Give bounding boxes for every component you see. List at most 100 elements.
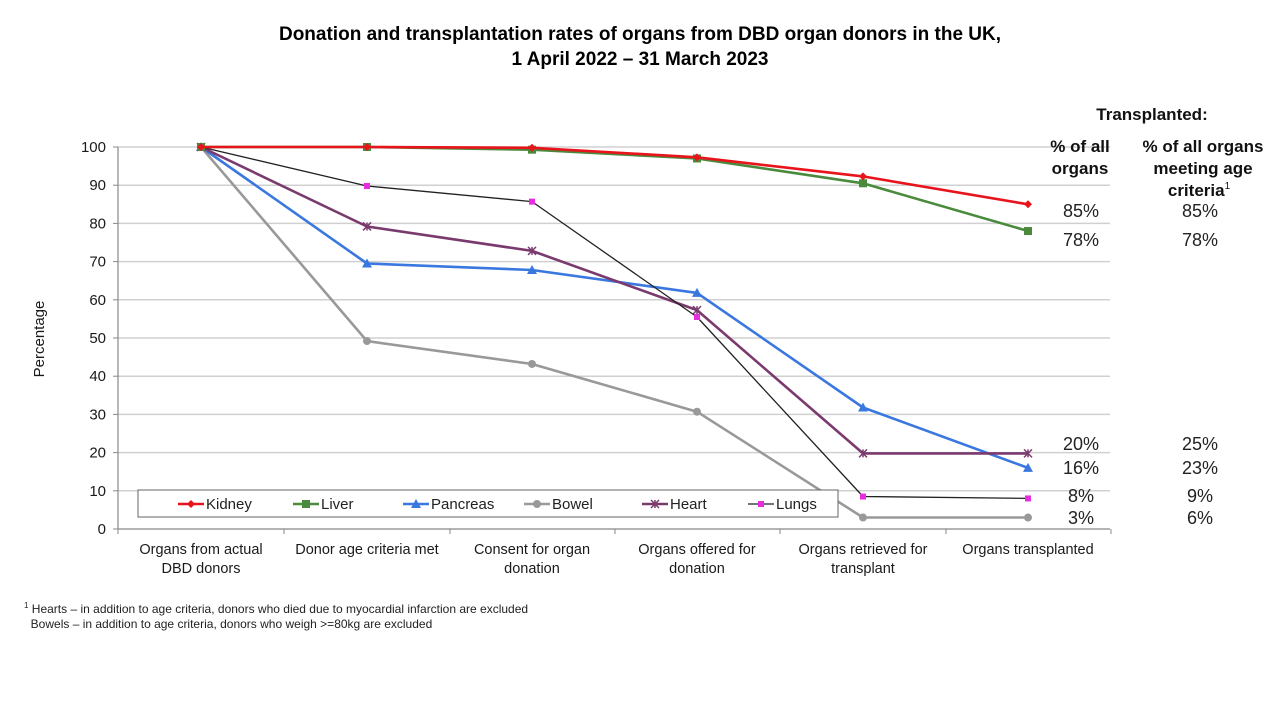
series-pancreas xyxy=(196,142,1033,472)
marker-triangle xyxy=(1023,462,1033,472)
chart-title: Donation and transplantation rates of or… xyxy=(0,22,1280,72)
series-lungs xyxy=(198,144,1031,502)
legend-item-heart: Heart xyxy=(642,496,708,513)
x-category-labels: Organs from actual DBD donors Donor age cr… xyxy=(139,542,1093,577)
header-line: meeting age xyxy=(1153,159,1252,178)
marker-triangle xyxy=(692,287,702,297)
side-table-row-liver: 78% 78% xyxy=(1063,230,1218,250)
marker-x xyxy=(1023,448,1033,458)
legend-label: Bowel xyxy=(552,496,593,513)
x-category-label: Organs retrieved for transplant xyxy=(799,542,928,577)
footnote-line-2: Bowels – in addition to age criteria, do… xyxy=(24,617,528,632)
value-age-criteria: 85% xyxy=(1182,201,1218,221)
marker-square xyxy=(859,179,867,188)
marker-diamond xyxy=(859,172,867,181)
value-age-criteria: 23% xyxy=(1182,458,1218,478)
side-table-heading: Transplanted: xyxy=(1096,105,1207,124)
marker-diamond xyxy=(187,500,195,508)
marker-diamond xyxy=(197,143,205,151)
legend-box xyxy=(137,489,839,518)
series-group xyxy=(196,142,1033,522)
y-tick-label: 20 xyxy=(89,445,106,462)
legend-label: Lungs xyxy=(776,496,817,513)
legend-label: Kidney xyxy=(206,496,252,513)
x-category-label-line: Organs offered for xyxy=(638,542,756,558)
y-tick-label: 90 xyxy=(89,177,106,194)
marker-dot xyxy=(529,198,535,205)
chart-title-line1: Donation and transplantation rates of or… xyxy=(278,24,1002,45)
value-all-organs: 20% xyxy=(1063,434,1099,454)
marker-x xyxy=(527,246,537,256)
y-tick-label: 100 xyxy=(81,139,106,156)
y-tick-labels: 0 10 20 30 40 50 60 70 80 90 100 xyxy=(81,139,106,538)
legend-label: Pancreas xyxy=(431,496,494,513)
y-tick-label: 0 xyxy=(98,521,106,538)
side-table-col2-header: % of all organs meeting age criteria1 xyxy=(1143,137,1264,200)
y-tick-label: 70 xyxy=(89,254,106,271)
gridlines xyxy=(118,146,1110,492)
marker-diamond xyxy=(1024,200,1032,209)
series-line-lungs xyxy=(200,146,1029,500)
value-all-organs: 3% xyxy=(1068,508,1094,528)
x-category-label-line: Donor age criteria met xyxy=(295,542,438,558)
marker-x xyxy=(858,448,868,458)
x-category-label: Donor age criteria met xyxy=(295,542,438,558)
series-line-liver xyxy=(201,145,1029,233)
legend-label: Liver xyxy=(321,496,354,513)
marker-circle xyxy=(533,500,541,508)
header-line: criteria xyxy=(1168,181,1225,200)
superscript-marker: 1 xyxy=(1225,181,1231,192)
x-category-label-line: donation xyxy=(669,561,725,577)
axes xyxy=(113,146,1112,534)
marker-square xyxy=(1024,227,1032,236)
x-category-label-line: donation xyxy=(504,561,560,577)
footnote-hearts: Hearts – in addition to age criteria, do… xyxy=(31,602,529,616)
marker-circle xyxy=(859,513,867,522)
series-line-heart xyxy=(200,145,1028,455)
value-all-organs: 78% xyxy=(1063,230,1099,250)
side-table: Transplanted: % of all organs % of all orga… xyxy=(1050,105,1263,528)
series-line-kidney xyxy=(201,145,1029,206)
y-tick-label: 10 xyxy=(89,483,106,500)
chart-subtitle: 1 April 2022 – 31 March 2023 xyxy=(511,49,769,70)
marker-circle xyxy=(693,407,701,416)
y-tick-label: 60 xyxy=(89,292,106,309)
series-kidney xyxy=(197,143,1032,209)
marker-dot xyxy=(860,493,866,500)
x-category-label-line: transplant xyxy=(831,561,895,577)
y-tick-label: 80 xyxy=(89,215,106,232)
marker-dot xyxy=(1025,495,1031,502)
header-line: % of all organs xyxy=(1143,137,1264,156)
side-table-row-kidney: 85% 85% xyxy=(1063,201,1218,221)
legend-item-lungs: Lungs xyxy=(748,496,817,513)
marker-x xyxy=(362,221,372,231)
value-age-criteria: 78% xyxy=(1182,230,1218,250)
x-category-label: Organs offered for donation xyxy=(638,542,756,577)
value-all-organs: 85% xyxy=(1063,201,1099,221)
marker-square xyxy=(302,500,310,508)
x-category-label-line: DBD donors xyxy=(162,561,241,577)
footnote-marker: 1 xyxy=(24,601,29,610)
y-axis-label: Percentage xyxy=(31,301,48,378)
header-line: % of all xyxy=(1050,137,1110,156)
footnote-line-1: 1 Hearts – in addition to age criteria, … xyxy=(24,598,528,617)
x-category-label-line: Organs from actual xyxy=(139,542,262,558)
x-category-label: Consent for organ donation xyxy=(474,542,590,577)
x-category-label-line: Consent for organ xyxy=(474,542,590,558)
y-tick-label: 30 xyxy=(89,406,106,423)
series-bowel xyxy=(197,143,1032,522)
side-table-row-pancreas: 16% 23% xyxy=(1063,458,1218,478)
series-heart xyxy=(196,142,1033,458)
marker-triangle xyxy=(411,499,421,508)
marker-diamond xyxy=(528,143,536,152)
header-line: organs xyxy=(1052,159,1109,178)
value-all-organs: 8% xyxy=(1068,486,1094,506)
side-table-row-lungs: 8% 9% xyxy=(1068,486,1213,506)
x-category-label-line: Organs retrieved for xyxy=(799,542,928,558)
y-tick-label: 40 xyxy=(89,368,106,385)
legend-item-kidney: Kidney xyxy=(178,496,252,513)
value-all-organs: 16% xyxy=(1063,458,1099,478)
series-line-bowel xyxy=(200,146,1028,519)
marker-dot xyxy=(694,313,700,320)
